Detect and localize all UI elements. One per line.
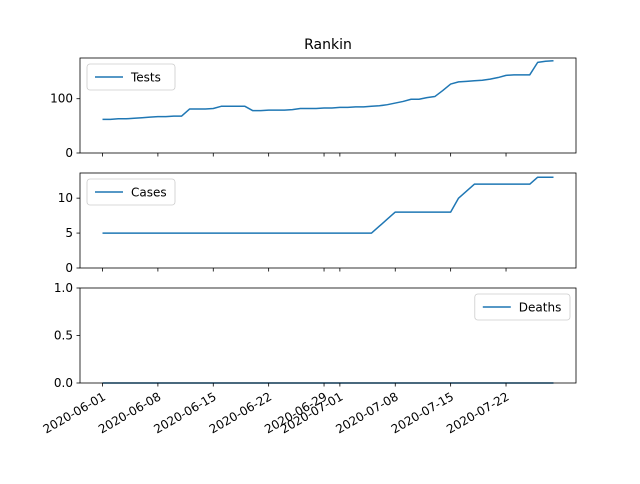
- y-tick-label: 0: [65, 261, 73, 275]
- y-tick-label: 10: [58, 191, 73, 205]
- legend-box: [474, 293, 571, 321]
- y-tick-label: 1.0: [54, 281, 73, 295]
- panel-tests: 0 100 Tests: [50, 57, 577, 160]
- legend-box: [86, 178, 176, 206]
- y-tick-label: 0: [65, 146, 73, 160]
- axes-frame: [79, 57, 577, 154]
- series-line-tests: [102, 59, 554, 121]
- legend-label: Tests: [130, 71, 161, 85]
- legend-label: Deaths: [519, 301, 562, 315]
- chart-title: Rankin: [304, 37, 352, 53]
- y-tick-label: 100: [50, 92, 73, 106]
- y-tick-label: 0.5: [54, 329, 73, 343]
- legend-label: Cases: [131, 186, 167, 200]
- y-tick-label: 0.0: [54, 376, 73, 390]
- x-tick-label: 2020-07-22: [444, 389, 511, 436]
- legend-box: [86, 63, 176, 91]
- panel-cases: 0 5 10 Cases: [58, 172, 577, 275]
- panel-deaths: 0.0 0.5 1.0 Deaths: [54, 281, 577, 390]
- axes-frame: [79, 172, 577, 269]
- series-line-cases: [102, 176, 554, 234]
- y-tick-label: 5: [65, 226, 73, 240]
